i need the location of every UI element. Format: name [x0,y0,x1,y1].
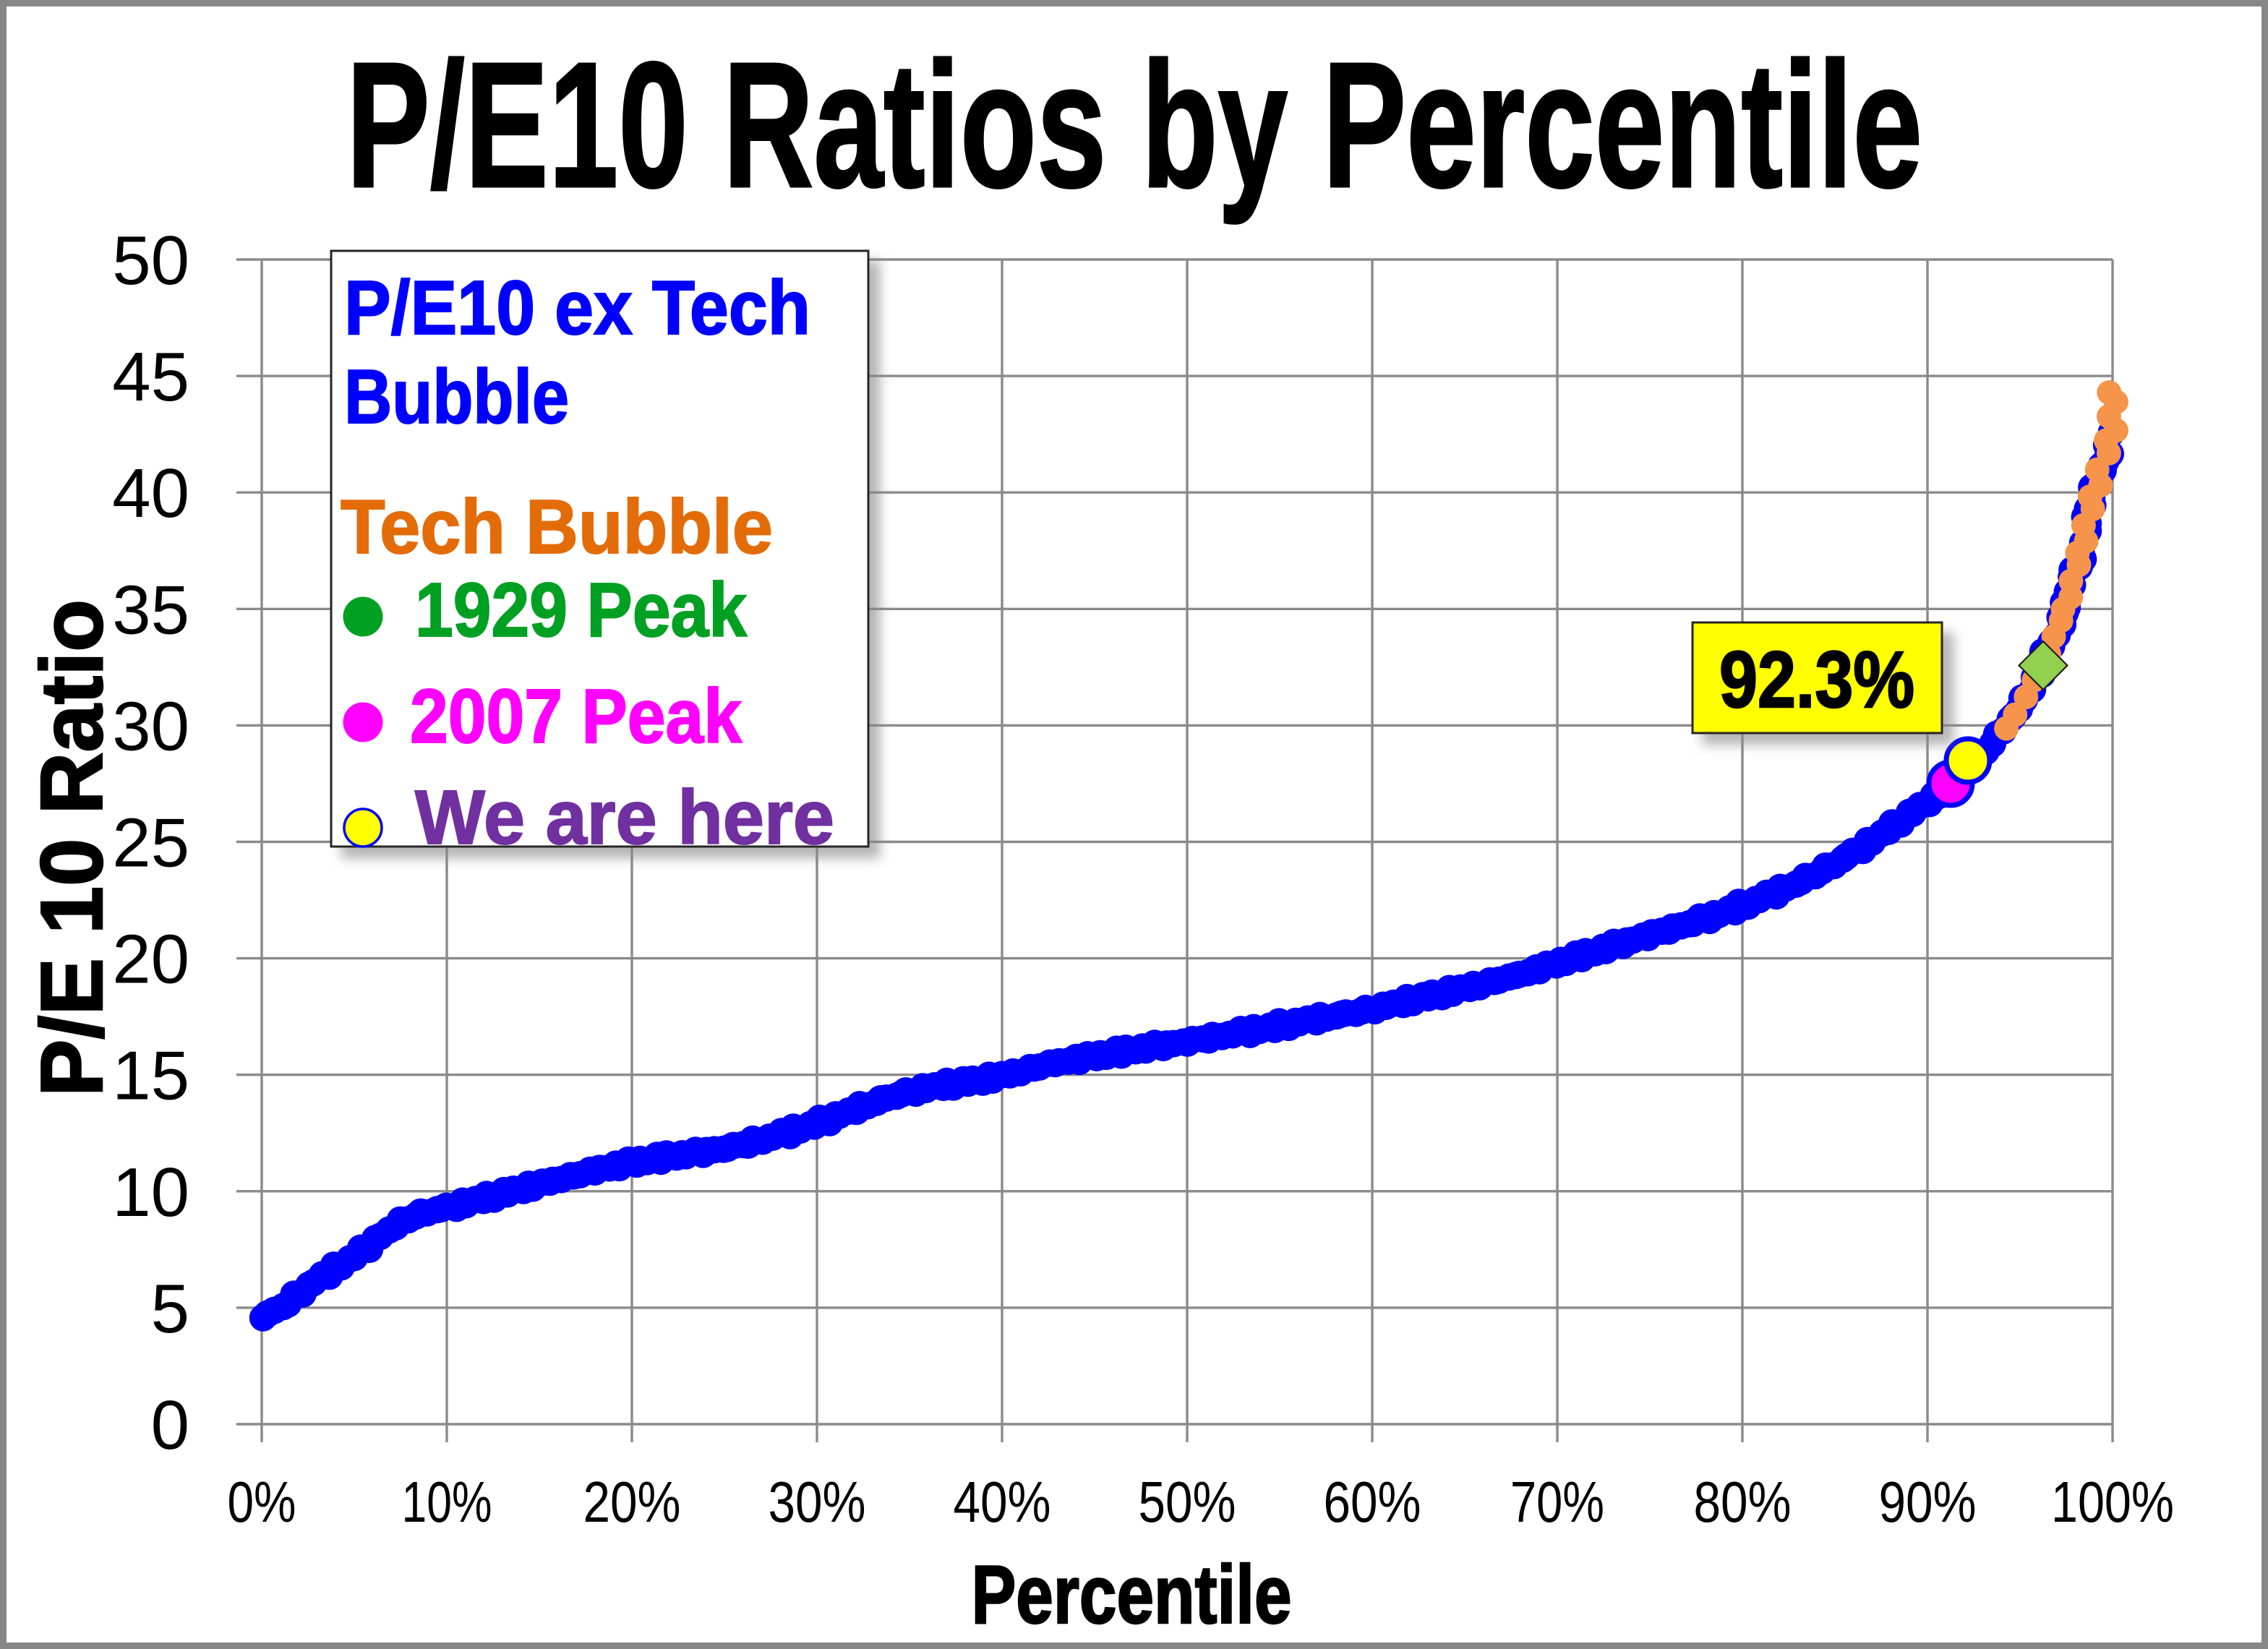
svg-text:50: 50 [112,222,189,299]
svg-text:50%: 50% [1139,1470,1236,1534]
svg-text:P/E10 ex Tech: P/E10 ex Tech [344,265,810,351]
svg-text:80%: 80% [1694,1470,1792,1534]
svg-text:60%: 60% [1324,1470,1421,1534]
svg-text:20%: 20% [583,1470,681,1534]
svg-text:Bubble: Bubble [344,354,569,440]
svg-text:P/E 10 Ratio: P/E 10 Ratio [22,599,121,1097]
svg-text:40: 40 [112,455,189,532]
svg-text:Tech Bubble: Tech Bubble [341,484,773,570]
svg-text:0: 0 [151,1387,189,1464]
svg-text:P/E10 Ratios by Percentile: P/E10 Ratios by Percentile [346,25,1922,225]
svg-text:Percentile: Percentile [972,1549,1292,1641]
svg-text:2007 Peak: 2007 Peak [410,674,743,759]
svg-text:90%: 90% [1879,1470,1977,1534]
svg-text:35: 35 [112,571,189,648]
svg-text:92.3%: 92.3% [1719,635,1914,724]
svg-text:0%: 0% [228,1470,296,1534]
svg-text:We are here: We are here [415,775,834,860]
svg-text:70%: 70% [1510,1470,1604,1534]
svg-text:10: 10 [112,1154,189,1231]
svg-text:30%: 30% [769,1470,866,1534]
svg-text:5: 5 [151,1270,189,1348]
svg-text:45: 45 [112,338,189,416]
svg-text:10%: 10% [402,1470,492,1534]
svg-text:40%: 40% [954,1470,1051,1534]
svg-text:20: 20 [112,921,189,998]
svg-text:100%: 100% [2051,1470,2174,1534]
svg-text:1929 Peak: 1929 Peak [415,567,748,653]
svg-text:25: 25 [112,805,189,882]
svg-text:15: 15 [112,1037,189,1115]
svg-text:30: 30 [112,688,189,765]
